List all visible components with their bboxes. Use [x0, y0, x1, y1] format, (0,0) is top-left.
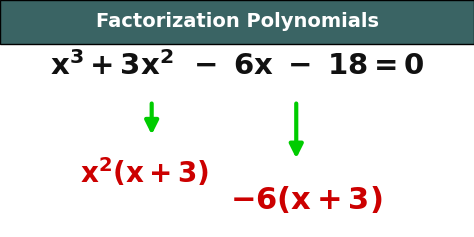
Text: $\bf{-6(x + 3)}$: $\bf{-6(x + 3)}$	[229, 184, 382, 214]
Text: $\bf{x^3 + 3x^2\ \,-\ 6x\ -\ 18 = 0}$: $\bf{x^3 + 3x^2\ \,-\ 6x\ -\ 18 = 0}$	[50, 51, 424, 81]
FancyBboxPatch shape	[0, 0, 474, 44]
Text: Factorization Polynomials: Factorization Polynomials	[95, 12, 379, 32]
Text: $\bf{x^2(x + 3)}$: $\bf{x^2(x + 3)}$	[80, 157, 209, 189]
